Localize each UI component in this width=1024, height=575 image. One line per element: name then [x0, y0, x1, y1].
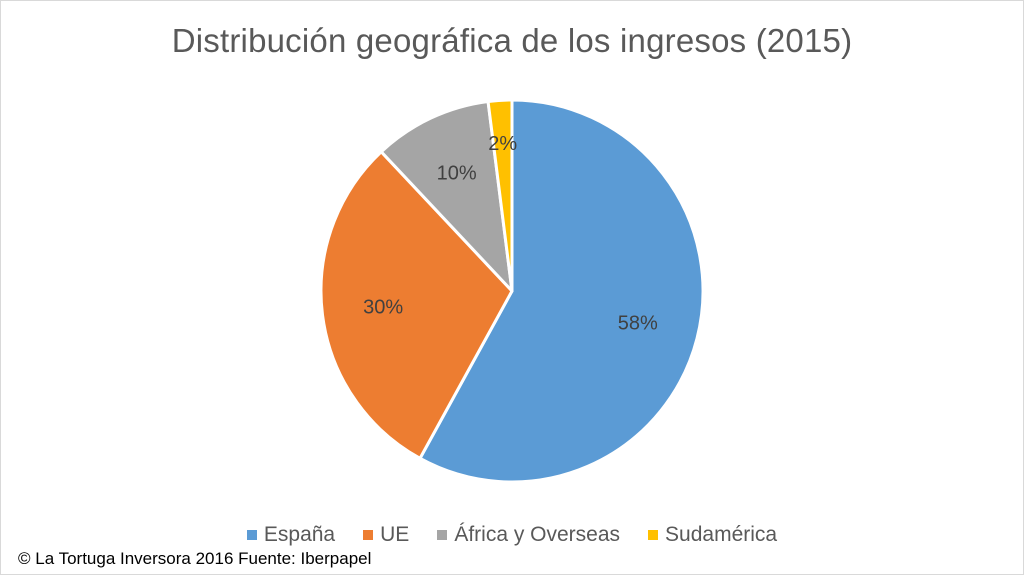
pie-slice-espana — [418, 98, 705, 484]
pie-slice-africa-y-overseas — [379, 100, 514, 293]
data-label-ue: 30% — [363, 296, 403, 318]
legend-label-espana: España — [263, 523, 336, 546]
pie-slice-sudamerica — [486, 98, 514, 293]
data-label-espana: 58% — [618, 312, 658, 334]
chart-title: Distribución geográfica de los ingresos … — [171, 22, 853, 59]
legend-item-espana: España — [246, 523, 336, 547]
legend-item-africa-y-overseas: África y Overseas — [437, 523, 620, 547]
footer-credit: © La Tortuga Inversora 2016 Fuente: Iber… — [18, 549, 372, 568]
data-label-sudamerica: 2% — [488, 133, 517, 155]
legend-label-africa-y-overseas: África y Overseas — [454, 523, 621, 546]
legend: España UE África y Overseas Sudamérica — [0, 523, 1024, 547]
legend-swatch-ue — [363, 530, 374, 540]
legend-label-ue: UE — [380, 523, 410, 546]
data-label-africa-y-overseas: 10% — [437, 162, 477, 184]
pie-slice-ue — [319, 150, 514, 460]
legend-swatch-africa-y-overseas — [437, 530, 448, 540]
legend-swatch-espana — [246, 530, 257, 540]
legend-item-sudamerica: Sudamérica — [648, 523, 777, 547]
legend-label-sudamerica: Sudamérica — [665, 523, 778, 546]
legend-item-ue: UE — [363, 523, 409, 547]
legend-swatch-sudamerica — [648, 530, 659, 540]
